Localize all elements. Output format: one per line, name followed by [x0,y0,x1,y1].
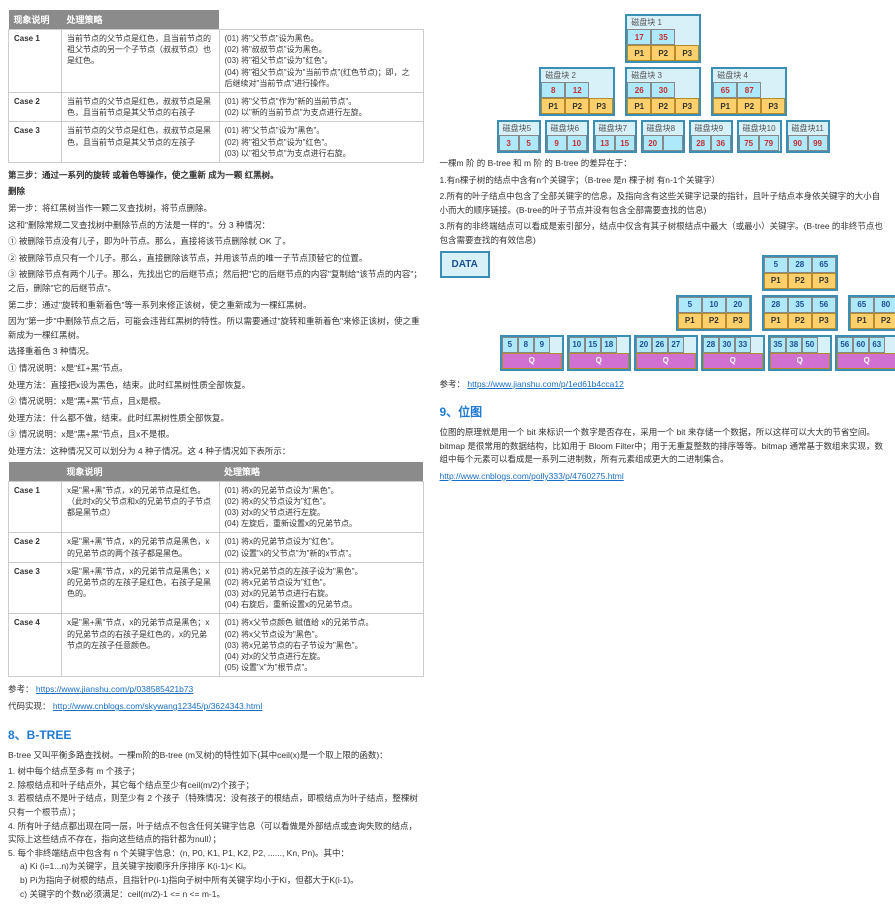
d6: ② 情况说明：x是"黑+黑"节点，且x是根。 [8,395,424,409]
th-cond2: 现象说明 [62,462,220,482]
tree-node: 磁盘块71315 [593,120,637,153]
btree-list: 1. 树中每个结点至多有 m 个孩子； 2. 除根结点和叶子结点外，其它每个结点… [8,765,424,901]
d7: ③ 情况说明：x是"黑+黑"节点，且x不是根。 [8,428,424,442]
btree-diagram-1: 磁盘块 11735P1P2P3磁盘块 2812P1P2P3磁盘块 32630P1… [440,14,888,153]
table-row-act: (01) 将x的兄弟节点设为"红色"。(02) 设置"x的父节点"为"新的x节点… [219,533,423,562]
bitmap-heading: 9、位图 [440,403,888,420]
table-row-case: Case 4 [9,614,62,677]
table-row-case: Case 1 [9,30,62,93]
bplus-diagram: 52865P1P2P3 51020P1P2P3 283556P1P2P3 658090… [500,255,895,371]
btree-intro: B-tree 又叫平衡多路查找树。一棵m阶的B-tree (m叉树)的特性如下(… [8,749,424,763]
ref3-line: 参考： https://www.jianshu.com/p/1ed61b4cca… [440,378,888,392]
r3: 2.所有的叶子结点中包含了全部关键字的信息，及指向含有这些关键字记录的指针，且叶… [440,190,888,217]
bitmap-text: 位图的原理就是用一个 bit 来标识一个数字是否存在，采用一个 bit 来存储一… [440,426,888,467]
r2: 1.有n棵子树的结点中含有n个关键字；（B-tree 是n 棵子树 有n-1个关… [440,174,888,188]
table-row-act: (01) 将"父节点"作为"新的当前节点"。(02) 以"新的当前节点"为支点进… [219,92,423,121]
delete-heading: 删除 [8,185,424,199]
tree-node: 101518Q [567,335,631,371]
table-row-cond: x是"黑+黑"节点，x的兄弟节点是黑色；x的兄弟节点的左孩子是红色，右孩子是黑色… [62,562,220,614]
tree-node: 566063Q [835,335,895,371]
table-row-case: Case 2 [9,533,62,562]
tree-node: 51020P1P2P3 [676,295,752,331]
tree-node: 283033Q [701,335,765,371]
tree-node: 磁盘块535 [497,120,541,153]
d5: ① 情况说明：x是"红+黑"节点。 [8,362,424,376]
d5a: 处理方法：直接把x设为黑色，结束。此时红黑树性质全部恢复。 [8,379,424,393]
table-row-act: (01) 将"父节点"设为"黑色"。(02) 将"祖父节点"设为"红色"。(03… [219,122,423,163]
th-cond: 现象说明 [9,10,62,30]
tree-node: 磁盘块92836 [689,120,733,153]
tree-node: 磁盘块 2812P1P2P3 [539,67,615,116]
ref1-link[interactable]: https://www.jianshu.com/p/038585421b73 [36,684,193,694]
tree-node: 磁盘块 46587P1P2P3 [711,67,787,116]
btree-heading: 8、B-TREE [8,726,424,743]
table-row-case: Case 1 [9,481,62,533]
d1: 这和"删除常规二叉查找树中删除节点的方法是一样的"。分 3 种情况： [8,219,424,233]
tree-node: 283556P1P2P3 [762,295,838,331]
r1: 一棵m 阶 的 B-tree 和 m 阶 的 B-tree 的差异在于： [440,157,888,171]
d6a: 处理方法：什么都不做，结束。此时红黑树性质全部恢复。 [8,412,424,426]
ref3-link[interactable]: https://www.jianshu.com/p/1ed61b4cca12 [467,379,623,389]
table-row-cond: x是"黑+黑"节点，x的兄弟节点是红色。（此时x的父节点和x的兄弟节点的子节点都… [62,481,220,533]
table-row-case: Case 2 [9,92,62,121]
th-act: 处理策略 [62,10,220,30]
tree-node: 磁盘块119099 [786,120,830,153]
tree-node: 202627Q [634,335,698,371]
table-row-act: (01) 将x的兄弟节点设为"黑色"。(02) 将x的父节点设为"红色"。(03… [219,481,423,533]
d3: 因为"第一步"中删除节点之后，可能会违背红黑树的特性。所以需要通过"旋转和重新着… [8,315,424,342]
ref1-line: 参考： https://www.jianshu.com/p/038585421b… [8,683,424,697]
tree-node: 磁盘块 11735P1P2P3 [625,14,701,63]
table-row-cond: 当前节点的父节点是红色，叔叔节点是黑色，且当前节点是其父节点的左孩子 [62,122,220,163]
tree-node: 磁盘块107579 [737,120,782,153]
data-box: DATA [440,251,490,278]
bitmap-link[interactable]: http://www.cnblogs.com/polly333/p/476027… [440,471,624,481]
th-act2: 处理策略 [219,462,423,482]
tree-node: 353850Q [768,335,832,371]
delete-cases-table: 现象说明 处理策略 Case 1 x是"黑+黑"节点，x的兄弟节点是红色。（此时… [8,462,424,678]
table-row-cond: 当前节点的父节点是红色，且当前节点的祖父节点的另一个子节点（叔叔节点）也是红色。 [62,30,220,93]
d0: 第一步：将红黑树当作一颗二叉查找树，将节点删除。 [8,202,424,216]
right-column: 磁盘块 11735P1P2P3磁盘块 2812P1P2P3磁盘块 32630P1… [432,0,895,914]
step3: 第三步：通过一系列的旋转 或着色等操作，使之重新 成为一颗 红黑树。 [8,169,424,183]
r4: 3.所有的非终端结点可以看成是索引部分，结点中仅含有其子树根结点中最大（或最小）… [440,220,888,247]
d2: 第二步：通过"旋转和重新着色"等一系列来修正该树，使之重新成为一棵红黑树。 [8,299,424,313]
tree-node: 658090P1P2P3 [848,295,895,331]
ref2-line: 代码实现： http://www.cnblogs.com/skywang1234… [8,700,424,714]
left-column: 现象说明 处理策略 Case 1 当前节点的父节点是红色，且当前节点的祖父节点的… [0,0,432,914]
d1c: ③ 被删除节点有两个儿子。那么，先找出它的后继节点；然后把"它的后继节点的内容"… [8,268,424,295]
d1a: ① 被删除节点没有儿子，即为叶节点。那么，直接将该节点删除就 OK 了。 [8,235,424,249]
table-row-act: (01) 将x父节点颜色 赋值给 x的兄弟节点。(02) 将x父节点设为"黑色"… [219,614,423,677]
table-row-cond: x是"黑+黑"节点，x的兄弟节点是黑色，x的兄弟节点的两个孩子都是黑色。 [62,533,220,562]
ref2-link[interactable]: http://www.cnblogs.com/skywang12345/p/36… [53,701,262,711]
d4: 选择重着色 3 种情况。 [8,345,424,359]
table-row-case: Case 3 [9,562,62,614]
insert-cases-table: 现象说明 处理策略 Case 1 当前节点的父节点是红色，且当前节点的祖父节点的… [8,10,424,163]
table-row-cond: 当前节点的父节点是红色，叔叔节点是黑色，且当前节点是其父节点的右孩子 [62,92,220,121]
tree-node: 磁盘块820 [641,120,685,153]
tree-node: 磁盘块6910 [545,120,589,153]
d7a: 处理方法：这种情况又可以划分为 4 种子情况。这 4 种子情况如下表所示： [8,445,424,459]
tree-node: 589Q [500,335,564,371]
d1b: ② 被删除节点只有一个儿子。那么，直接删除该节点，并用该节点的唯一子节点顶替它的… [8,252,424,266]
table-row-case: Case 3 [9,122,62,163]
table-row-act: (01) 将x兄弟节点的左孩子设为"黑色"。(02) 将x兄弟节点设为"红色"。… [219,562,423,614]
table-row-act: (01) 将"父节点"设为黑色。(02) 将"叔叔节点"设为黑色。(03) 将"… [219,30,423,93]
tree-node: 磁盘块 32630P1P2P3 [625,67,701,116]
table-row-cond: x是"黑+黑"节点，x的兄弟节点是黑色；x的兄弟节点的右孩子是红色的，x的兄弟节… [62,614,220,677]
tree-node: 52865P1P2P3 [762,255,838,291]
